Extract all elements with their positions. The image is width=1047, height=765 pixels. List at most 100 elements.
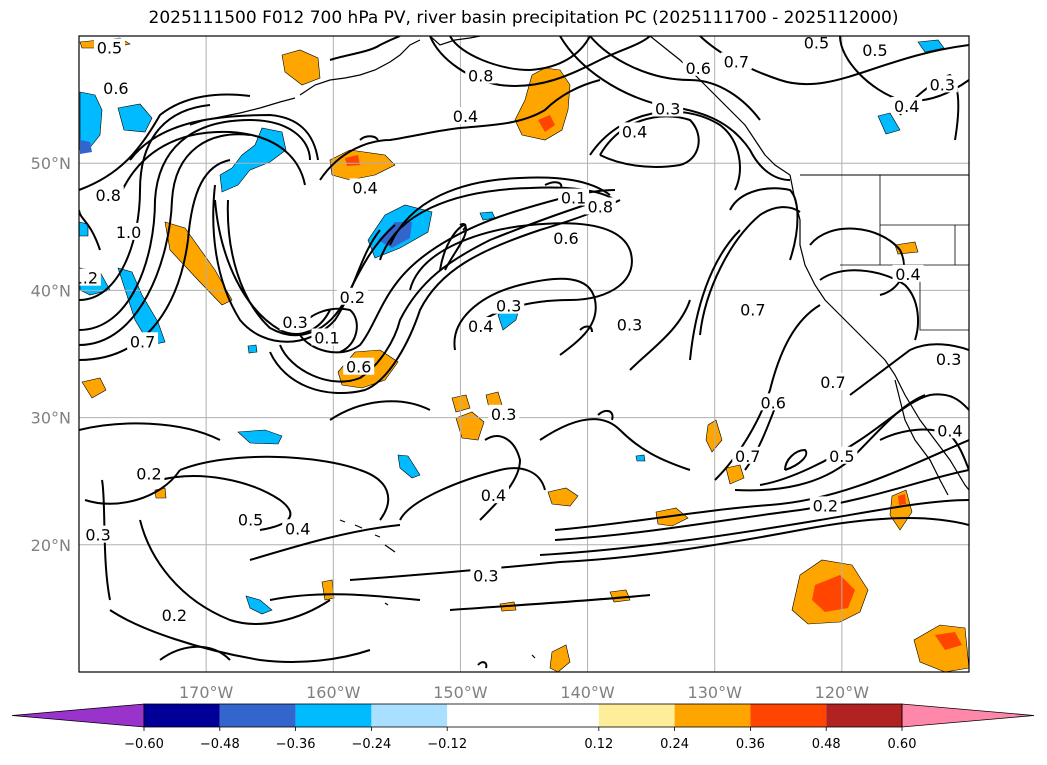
colorbar-segment <box>447 704 599 727</box>
pv-contour <box>477 661 488 669</box>
pv-contour <box>554 469 969 541</box>
contour-label-background <box>311 328 343 346</box>
contour-label-background <box>809 496 841 514</box>
contour-label-background <box>349 178 381 196</box>
precip-negative-patch <box>117 103 153 133</box>
pv-contour <box>214 199 331 335</box>
colorbar-tick-label: 0.36 <box>736 737 765 752</box>
baja-peninsula <box>894 379 949 496</box>
map-area: 0.50.61.00.80.70.20.30.5 0.40.30.20.10.60… <box>73 36 969 672</box>
pv-contour <box>269 593 421 601</box>
pv-contour <box>139 519 331 625</box>
pv-contour <box>329 36 401 61</box>
contour-label-background <box>450 107 482 125</box>
contour-label: 0.3 <box>930 75 955 94</box>
pv-contours <box>79 36 969 669</box>
pv-contour <box>809 227 905 296</box>
precip-positive-patch <box>549 644 571 672</box>
contour-label: 0.6 <box>346 358 371 377</box>
pv-contour <box>589 36 761 121</box>
contour-label-background <box>127 332 159 350</box>
colorbar-segment <box>750 704 827 727</box>
contour-label-background <box>682 58 714 76</box>
colorbar-tick-label: 0.24 <box>660 737 689 752</box>
contour-labels: 0.50.61.00.80.70.20.30.5 0.40.30.20.10.60… <box>73 36 966 625</box>
contour-label: 0.5 <box>862 41 887 60</box>
contour-label: 0.6 <box>685 59 710 78</box>
precip-negative-patch <box>219 127 287 193</box>
contour-label: 0.4 <box>468 317 493 336</box>
contour-label-background <box>113 222 145 240</box>
contour-label: 0.6 <box>553 229 578 248</box>
contour-label-background <box>720 52 752 70</box>
precip-positive-patch <box>164 221 233 306</box>
contour-label: 0.6 <box>103 79 128 98</box>
graticule <box>79 36 969 672</box>
precip-positive-patch <box>81 377 107 399</box>
contour-label-background <box>279 313 311 331</box>
contour-label: 0.6 <box>760 393 785 412</box>
colorbar-tick-label: −0.24 <box>351 737 391 752</box>
latitude-label: 40°N <box>31 281 71 300</box>
pv-contour <box>249 524 401 561</box>
contour-label: 0.5 <box>97 38 122 57</box>
contour-label-background <box>336 287 368 305</box>
pv-contour <box>79 422 221 441</box>
contour-label: 0.2 <box>162 606 187 625</box>
colorbar-tick-label: 0.48 <box>812 737 841 752</box>
colorbar-segment <box>295 704 372 727</box>
pv-contour <box>699 206 801 336</box>
pv-contour <box>554 439 969 531</box>
precip-negative-patch <box>917 39 945 53</box>
contour-label-background <box>737 300 769 318</box>
contour-label-background <box>82 525 114 543</box>
alaska-coastline <box>299 36 481 96</box>
pv-contour <box>84 469 181 505</box>
contour-label-background <box>282 519 314 537</box>
contour-label: 0.5 <box>238 510 263 529</box>
precip-positive-patch <box>281 49 321 86</box>
precip-strong-positive-patch <box>935 632 962 650</box>
map-frame <box>78 35 970 673</box>
contour-label-background <box>817 372 849 390</box>
aleutian-islands <box>189 97 296 126</box>
longitude-label: 130°W <box>688 683 743 702</box>
map-title: 2025111500 F012 700 hPa PV, river basin … <box>148 8 899 28</box>
contour-label: 0.3 <box>282 313 307 332</box>
pv-contour <box>784 448 808 471</box>
precip-positive-patch <box>451 394 471 413</box>
contour-label-background <box>757 393 789 411</box>
pv-contour <box>279 199 601 383</box>
contour-label-background <box>158 605 190 623</box>
contour-label: 0.4 <box>453 107 478 126</box>
contour-label-background <box>133 464 165 482</box>
contour-label: 0.7 <box>130 332 155 351</box>
pv-contour <box>226 199 396 337</box>
contour-label-background <box>488 404 520 422</box>
contour-label-background <box>614 315 646 333</box>
contour-label: 0.4 <box>285 519 310 538</box>
contour-label: 0.7 <box>820 373 845 392</box>
colorbar-high-extension <box>901 703 1035 728</box>
pv-contour <box>399 467 546 521</box>
contour-label: 0.4 <box>895 265 920 284</box>
contour-label: 1.2 <box>73 269 98 288</box>
pv-contour <box>329 400 431 421</box>
pv-contour <box>459 222 467 231</box>
contour-label-background <box>477 486 509 504</box>
precip-strong-positive-patch <box>898 494 906 505</box>
contour-label-background <box>558 188 590 206</box>
contour-label: 0.4 <box>481 486 506 505</box>
precip-negative-patch <box>80 140 92 154</box>
colorbar-segment <box>598 704 675 727</box>
pv-contour <box>599 115 700 168</box>
pv-contour <box>819 269 919 341</box>
contour-label: 0.5 <box>829 447 854 466</box>
contour-label: 0.3 <box>655 100 680 119</box>
contour-label: 1.0 <box>116 223 141 242</box>
contour-label-background <box>343 357 375 375</box>
pv-contour <box>79 93 251 191</box>
contour-label-background <box>79 268 101 286</box>
state-borders <box>840 175 969 331</box>
